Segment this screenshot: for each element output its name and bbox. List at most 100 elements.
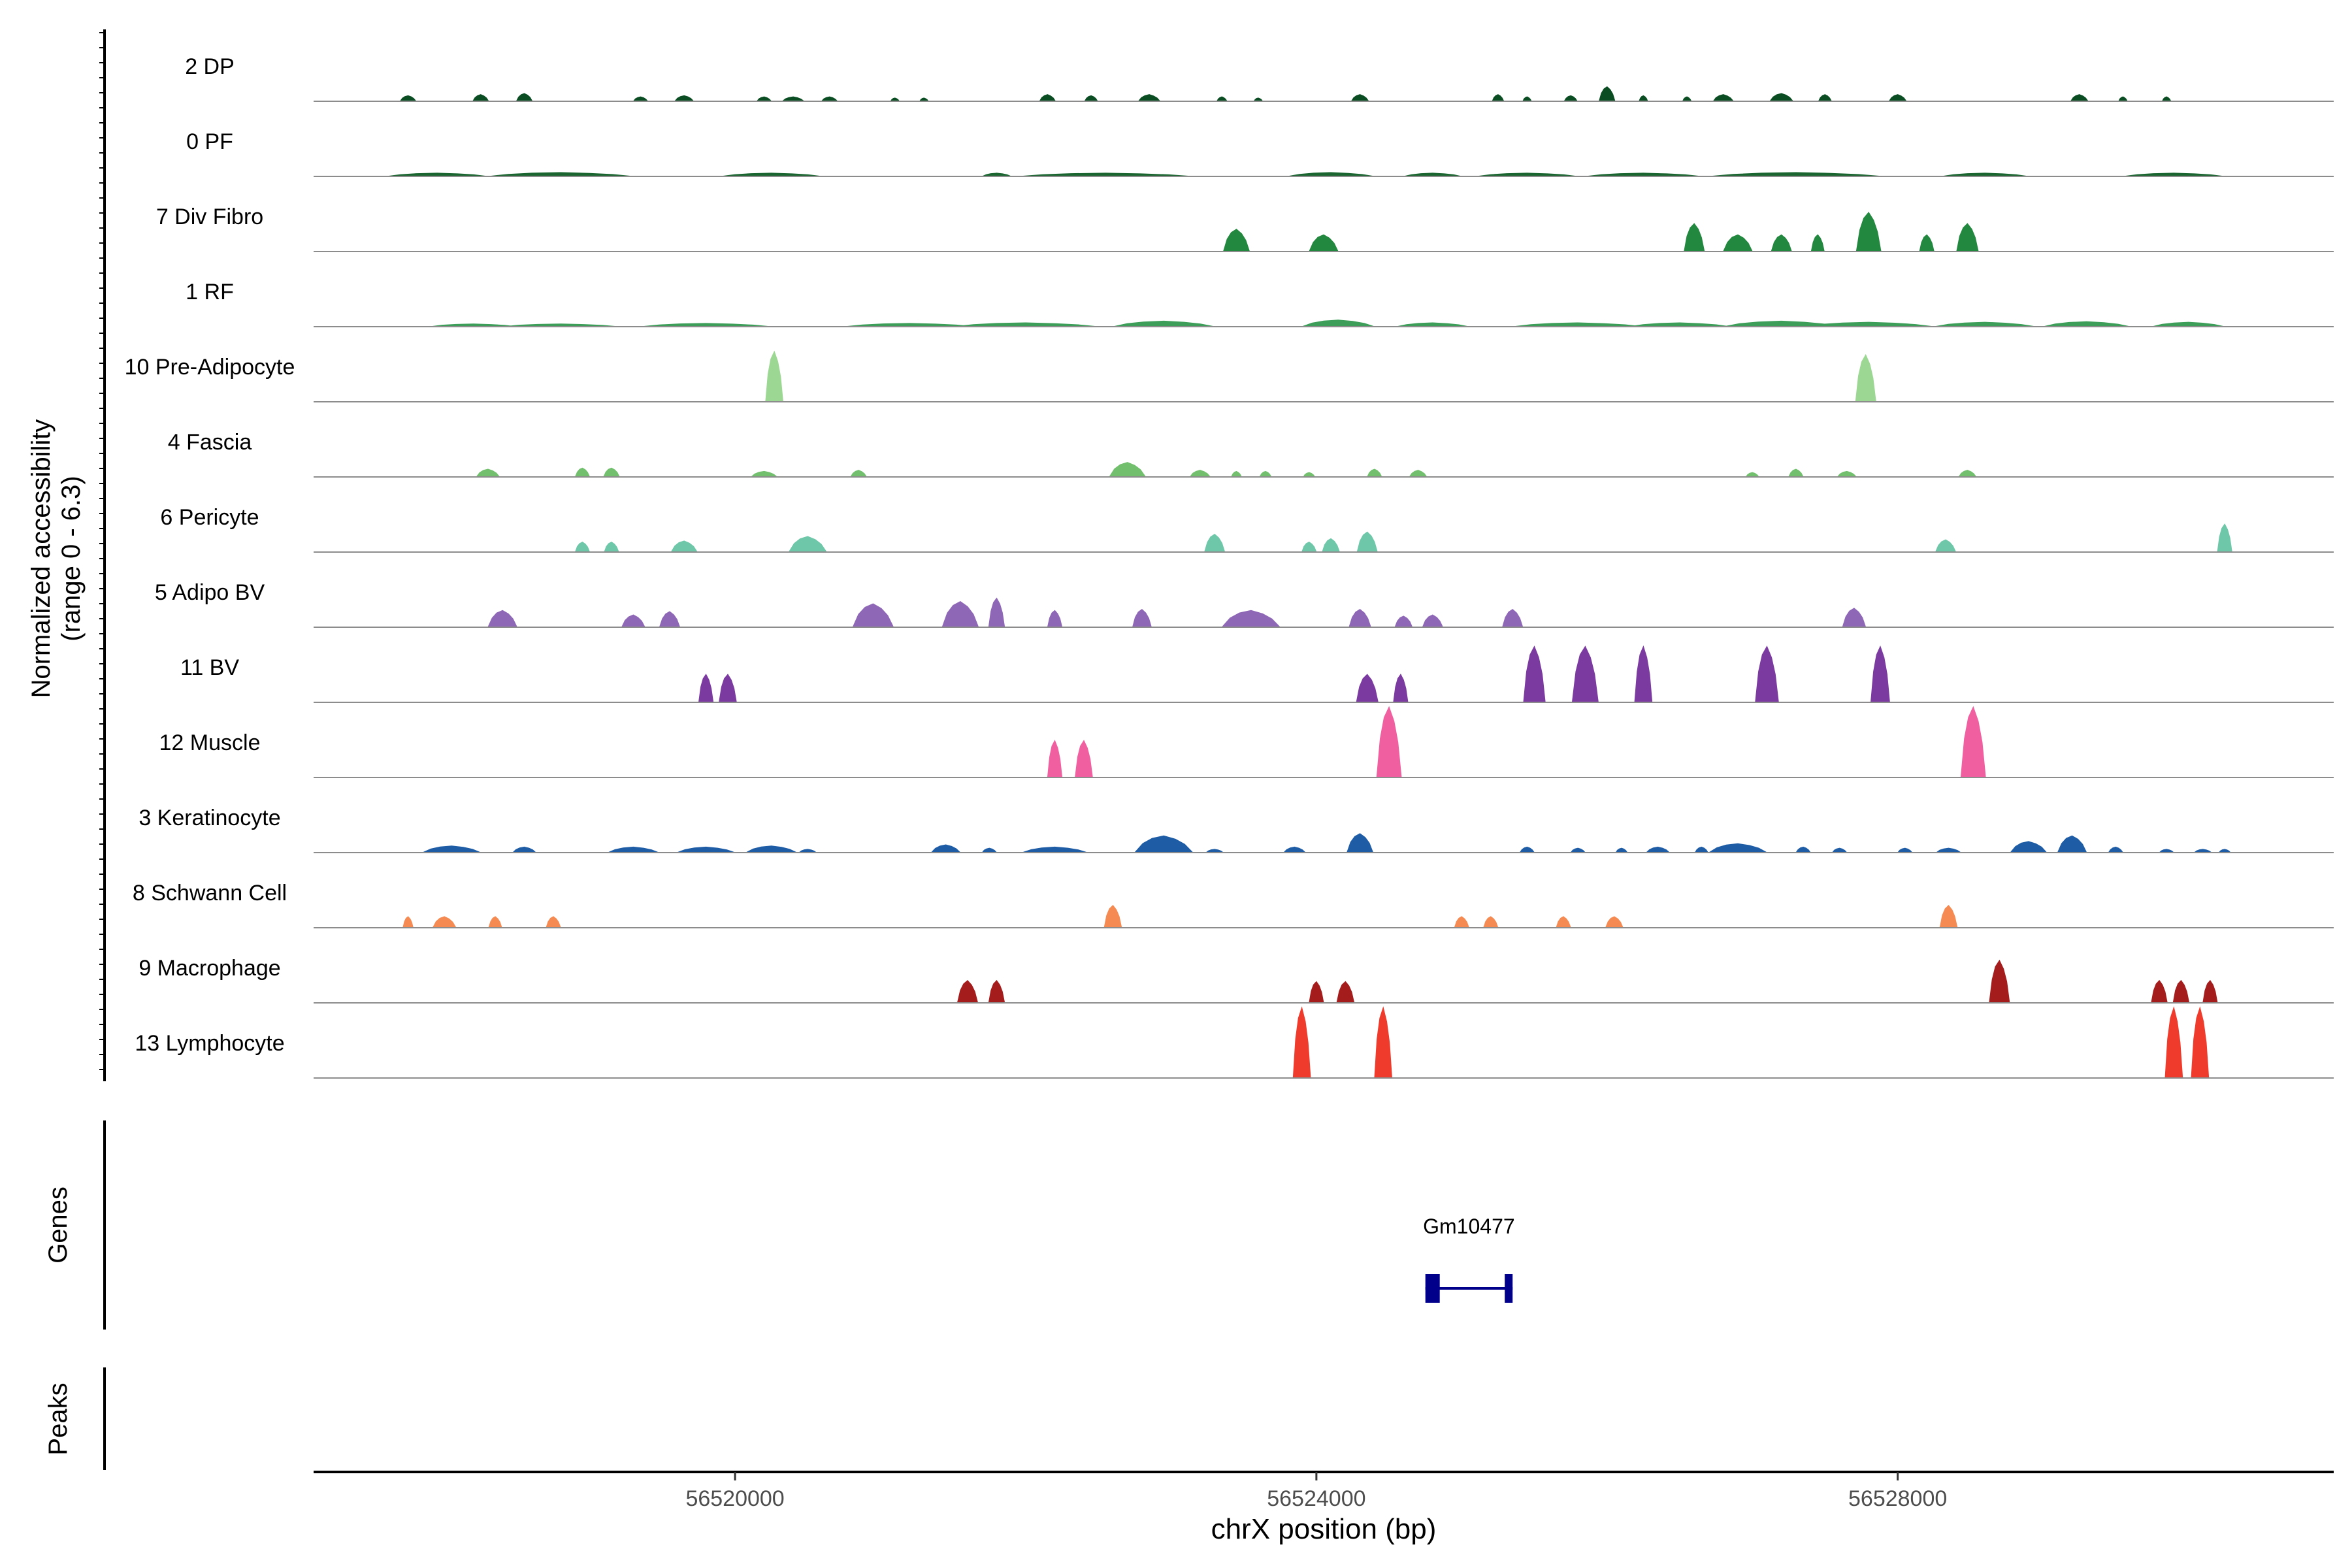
coverage-peak bbox=[603, 467, 621, 478]
track-6: 4 Fascia bbox=[168, 430, 2334, 478]
gene-exon bbox=[1505, 1274, 1513, 1303]
track-label: 13 Lymphocyte bbox=[135, 1031, 284, 1056]
coverage-peak bbox=[1301, 542, 1317, 553]
coverage-peak bbox=[402, 916, 414, 928]
coverage-peak bbox=[2151, 979, 2168, 1004]
track-5: 10 Pre-Adipocyte bbox=[125, 350, 2334, 402]
coverage-peak bbox=[1134, 835, 1194, 853]
coverage-peak bbox=[2217, 523, 2232, 553]
coverage-peak bbox=[1684, 223, 1705, 252]
coverage-peak bbox=[2057, 835, 2087, 853]
gene-label: Gm10477 bbox=[1423, 1215, 1515, 1238]
coverage-peak bbox=[432, 916, 457, 928]
coverage-peak bbox=[956, 980, 979, 1004]
peaks-track-label: Peaks bbox=[44, 1382, 73, 1455]
coverage-peak bbox=[1221, 610, 1281, 628]
coverage-peak bbox=[988, 979, 1005, 1004]
track-9: 11 BV bbox=[180, 645, 2334, 703]
coverage-peak bbox=[1556, 916, 1571, 928]
track-label: 10 Pre-Adipocyte bbox=[125, 355, 295, 380]
coverage-peak bbox=[1454, 916, 1470, 928]
coverage-peak bbox=[1322, 538, 1341, 553]
coverage-peak bbox=[604, 542, 619, 553]
coverage-peak bbox=[1108, 462, 1147, 478]
track-label: 5 Adipo BV bbox=[155, 580, 265, 605]
coverage-peak bbox=[546, 916, 561, 928]
coverage-peak bbox=[2010, 841, 2048, 853]
coverage-peak bbox=[2164, 1006, 2183, 1079]
track-label: 2 DP bbox=[185, 54, 235, 79]
coverage-peak bbox=[1356, 531, 1378, 553]
track-4: 1 RF bbox=[186, 280, 2334, 327]
track-12: 8 Schwann Cell bbox=[133, 881, 2334, 928]
x-axis-title: chrX position (bp) bbox=[1211, 1513, 1437, 1545]
coverage-peak bbox=[1374, 1006, 1393, 1079]
coverage-peak bbox=[659, 611, 681, 628]
coverage-peak bbox=[1376, 706, 1402, 778]
coverage-peak bbox=[1348, 608, 1372, 628]
coverage-peak bbox=[1919, 234, 1935, 252]
coverage-peak bbox=[1855, 212, 1882, 252]
coverage-peak bbox=[1842, 608, 1867, 628]
track-8: 5 Adipo BV bbox=[155, 580, 2334, 628]
coverage-peak bbox=[1422, 614, 1444, 628]
coverage-peak bbox=[1870, 645, 1890, 703]
coverage-peak bbox=[1755, 645, 1779, 703]
coverage-peak bbox=[941, 601, 979, 628]
coverage-peak bbox=[1292, 1006, 1311, 1079]
coverage-peak bbox=[574, 467, 591, 478]
track-11: 3 Keratinocyte bbox=[139, 806, 2334, 853]
genes-track-label: Genes bbox=[44, 1186, 73, 1264]
coverage-peak bbox=[487, 610, 518, 628]
coverage-peak bbox=[698, 674, 714, 703]
coverage-peak bbox=[2202, 979, 2218, 1004]
coverage-peak bbox=[1855, 353, 1876, 402]
coverage-peak bbox=[765, 350, 784, 402]
coverage-peak bbox=[1707, 843, 1767, 853]
track-3: 7 Div Fibro bbox=[156, 204, 2334, 252]
coverage-peak bbox=[1393, 674, 1409, 703]
coverage-peak bbox=[670, 540, 698, 553]
coverage-peak bbox=[574, 542, 591, 553]
coverage-peak bbox=[1598, 86, 1616, 102]
coverage-peak bbox=[1605, 916, 1624, 928]
y-axis-title-line-2: (range 0 - 6.3) bbox=[57, 476, 86, 641]
coverage-peak bbox=[621, 614, 646, 628]
coverage-peak bbox=[1356, 674, 1379, 703]
coverage-peak bbox=[1771, 234, 1792, 252]
coverage-peak bbox=[488, 916, 502, 928]
track-7: 6 Pericyte bbox=[160, 505, 2334, 553]
y-axis-ticks bbox=[99, 32, 105, 1070]
track-label: 0 PF bbox=[186, 129, 233, 154]
coverage-peak bbox=[1047, 610, 1063, 628]
coverage-peak bbox=[1722, 234, 1753, 252]
track-13: 9 Macrophage bbox=[139, 956, 2334, 1004]
track-label: 7 Div Fibro bbox=[156, 204, 263, 229]
coverage-peak bbox=[1309, 234, 1339, 252]
coverage-peak bbox=[1810, 234, 1825, 252]
coverage-peak bbox=[1960, 706, 1986, 778]
gene-exon bbox=[1425, 1274, 1440, 1303]
x-tick-label: 56528000 bbox=[1848, 1486, 1947, 1511]
coverage-peak bbox=[1483, 916, 1499, 928]
x-axis-ticks: 56520000 56524000 56528000 bbox=[685, 1472, 1947, 1511]
y-axis-title-line-1: Normalized accessibility bbox=[27, 419, 56, 698]
coverage-tracks: 2 DP 0 PF 7 Div Fibro 1 RF 10 Pre-Adipocyte 4… bbox=[125, 54, 2334, 1079]
coverage-peak bbox=[1935, 539, 1957, 553]
track-label: 4 Fascia bbox=[168, 430, 252, 455]
coverage-peak bbox=[719, 674, 737, 703]
track-1: 2 DP bbox=[185, 54, 2334, 102]
coverage-peak bbox=[1309, 981, 1324, 1004]
track-label: 11 BV bbox=[180, 655, 239, 680]
coverage-peak bbox=[1956, 223, 1979, 252]
coverage-peak bbox=[1501, 608, 1524, 628]
coverage-peak bbox=[1571, 645, 1599, 703]
track-label: 9 Macrophage bbox=[139, 956, 280, 981]
coverage-peak bbox=[2172, 979, 2190, 1004]
coverage-peak bbox=[1203, 533, 1226, 553]
coverage-peak bbox=[1047, 740, 1063, 778]
coverage-peak bbox=[1103, 904, 1122, 928]
coverage-peak bbox=[1075, 740, 1093, 778]
coverage-peak bbox=[1634, 645, 1653, 703]
